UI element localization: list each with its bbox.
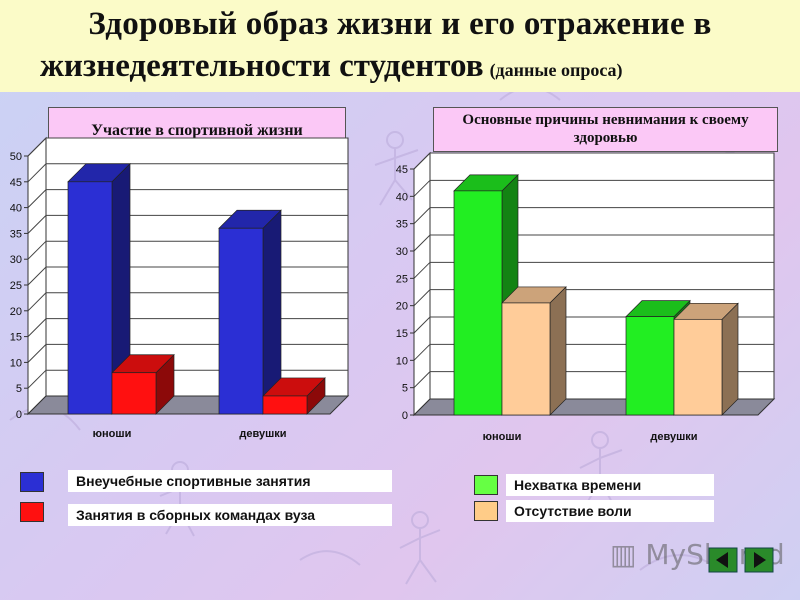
gridline: [413, 152, 774, 170]
page-title-line2-text: жизнедеятельности студентов: [40, 48, 484, 84]
page-title-line2: жизнедеятельности студентов (данные опрос…: [40, 48, 623, 85]
title-band: Здоровый образ жизни и его отражение в ж…: [0, 0, 800, 92]
category-label: девушки: [650, 431, 697, 443]
y-tick-label: 25: [10, 280, 22, 292]
bar-юноши-a: [67, 181, 113, 415]
bar-юноши-b-side: [549, 286, 567, 416]
page-title-note: (данные опроса): [489, 60, 623, 80]
y-tick-label: 20: [396, 301, 408, 313]
category-label: юноши: [93, 428, 132, 440]
legend-swatch-university-teams: [20, 502, 44, 522]
y-tick-label: 10: [396, 355, 408, 367]
bar-юноши-b: [501, 302, 551, 416]
bar-девушки-b: [262, 395, 308, 415]
bar-юноши-b: [111, 372, 157, 415]
page-title-line1: Здоровый образ жизни и его отражение в: [88, 6, 712, 42]
y-tick-label: 10: [10, 357, 22, 369]
y-tick-label: 30: [10, 254, 22, 266]
watermark-icon: ▥: [610, 538, 637, 571]
chart2-title: Основные причины невнимания к своему здо…: [433, 107, 778, 152]
legend-swatch-extracurricular: [20, 472, 44, 492]
gridline: [27, 137, 348, 157]
legend-label-lack-of-time: Нехватка времени: [506, 474, 714, 496]
bar-девушки-b: [673, 318, 723, 416]
y-tick-label: 5: [402, 383, 408, 395]
y-tick-label: 15: [396, 328, 408, 340]
bar-девушки-a: [218, 227, 264, 415]
gridline: [413, 207, 774, 225]
y-tick-label: 45: [396, 164, 408, 176]
y-tick-label: 25: [396, 273, 408, 285]
legend-swatch-lack-of-time: [474, 475, 498, 495]
arrow-right-icon: [754, 552, 766, 568]
legend-label-university-teams: Занятия в сборных командах вуза: [68, 504, 392, 526]
gridline: [27, 163, 348, 183]
gridline: [27, 189, 348, 208]
gridline: [413, 234, 774, 252]
legend-label-lack-of-will: Отсутствие воли: [506, 500, 714, 522]
y-tick-label: 20: [10, 306, 22, 318]
bar-девушки-a: [625, 316, 675, 416]
gridline: [413, 261, 774, 279]
gridline: [413, 179, 774, 197]
category-label: девушки: [239, 428, 286, 440]
y-tick-label: 45: [10, 177, 22, 189]
y-tick-label: 15: [10, 332, 22, 344]
y-tick-label: 40: [396, 191, 408, 203]
y-tick-label: 0: [16, 409, 22, 421]
y-tick-label: 35: [396, 219, 408, 231]
y-tick-label: 35: [10, 228, 22, 240]
y-tick-label: 5: [16, 383, 22, 395]
category-label: юноши: [483, 431, 522, 443]
gridline: [413, 289, 774, 307]
y-tick-label: 30: [396, 246, 408, 258]
y-tick-label: 50: [10, 151, 22, 163]
y-tick-label: 40: [10, 203, 22, 215]
legend-label-extracurricular: Внеучебные спортивные занятия: [68, 470, 392, 492]
bar-девушки-b-side: [721, 302, 739, 416]
y-tick-label: 0: [402, 410, 408, 422]
arrow-left-icon: [716, 552, 728, 568]
bar-юноши-a: [453, 190, 503, 416]
legend-swatch-lack-of-will: [474, 501, 498, 521]
prev-slide-button[interactable]: [708, 547, 738, 573]
next-slide-button[interactable]: [744, 547, 774, 573]
chart-side-wall: [413, 151, 431, 417]
